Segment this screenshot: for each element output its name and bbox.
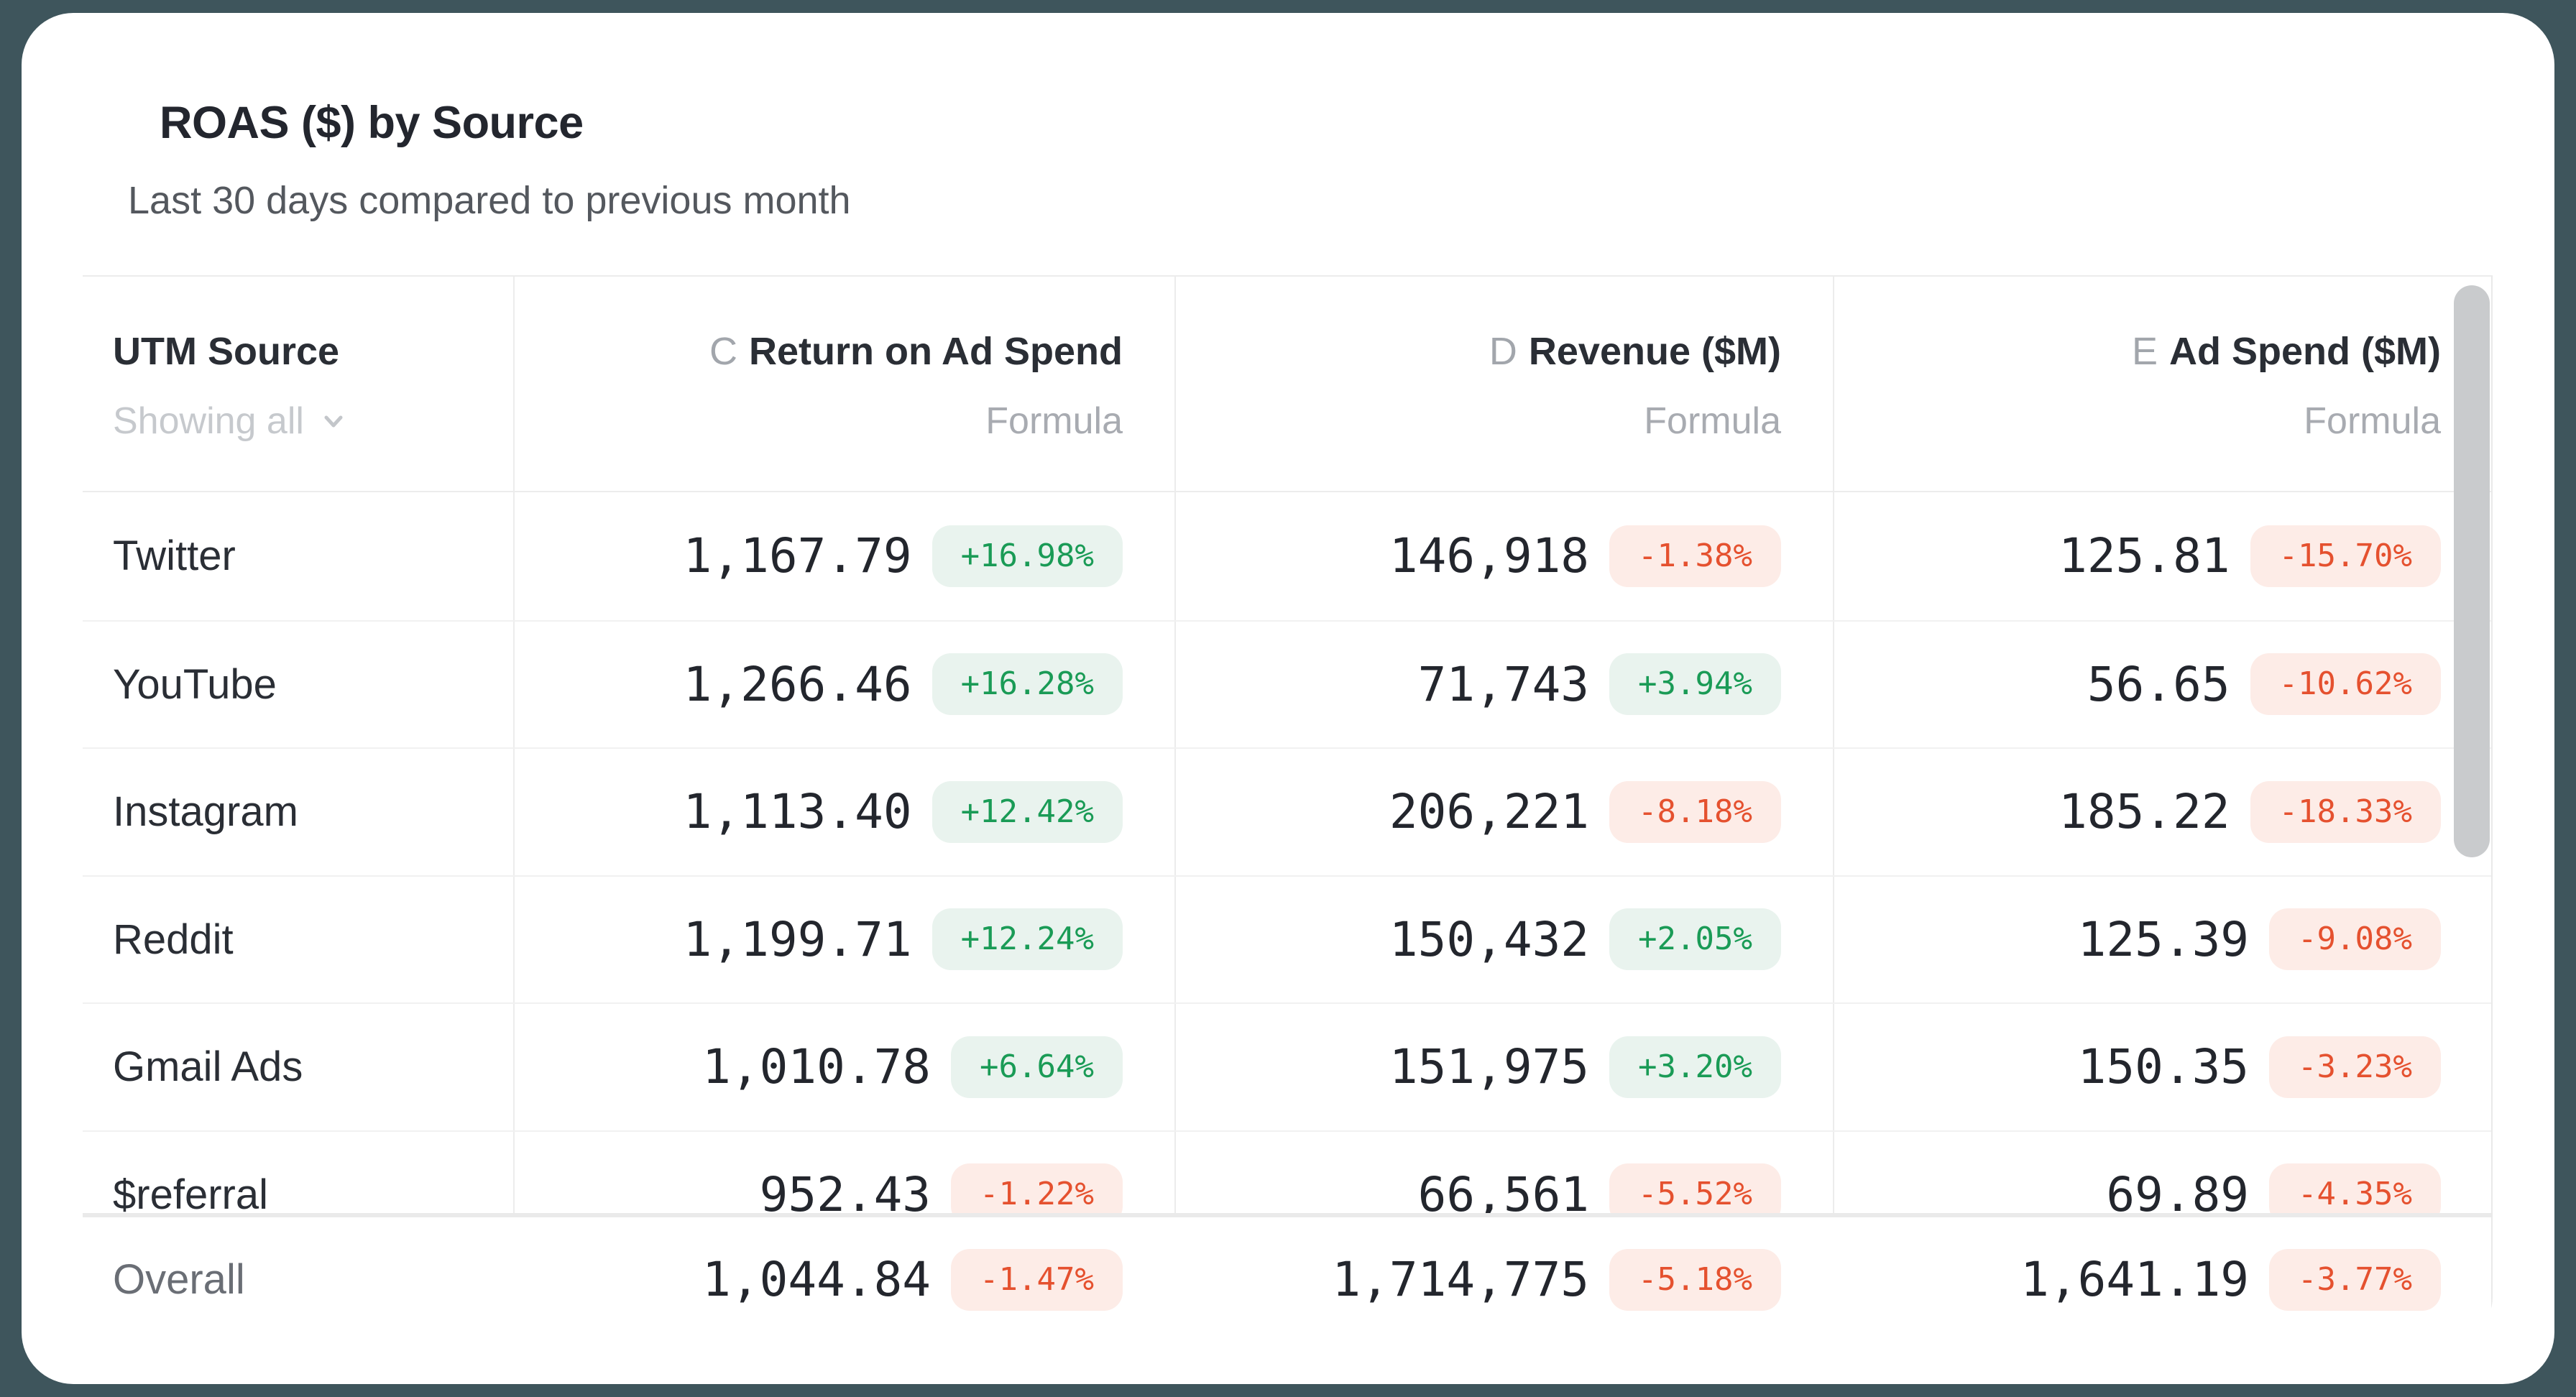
adspend-delta-badge: -18.33%: [2250, 780, 2441, 843]
revenue-delta-badge: -8.18%: [1609, 780, 1781, 843]
column-header-roas[interactable]: C Return on Ad Spend Formula: [513, 277, 1174, 491]
roas-value: 1,266.46: [683, 656, 912, 712]
row-source-label: Instagram: [113, 788, 298, 836]
row-source-label: Gmail Ads: [113, 1043, 303, 1091]
table-row: Gmail Ads 1,010.78 +6.64% 151,975 +3.20%…: [83, 1002, 2491, 1130]
adspend-value: 56.65: [2087, 656, 2230, 712]
roas-value: 952.43: [759, 1166, 932, 1213]
column-letter-d: D: [1489, 330, 1517, 373]
roas-value: 1,199.71: [683, 911, 912, 967]
row-source-label: Reddit: [113, 916, 234, 963]
adspend-value: 125.81: [2058, 528, 2230, 584]
revenue-delta-badge: +2.05%: [1609, 908, 1781, 971]
chevron-down-icon: [318, 406, 349, 436]
roas-delta-badge: -1.22%: [951, 1163, 1123, 1213]
overall-roas-value: 1,044.84: [702, 1252, 932, 1307]
column-header-revenue[interactable]: D Revenue ($M) Formula: [1174, 277, 1833, 491]
column-title-roas: Return on Ad Spend: [749, 330, 1123, 373]
table-row: YouTube 1,266.46 +16.28% 71,743 +3.94% 5…: [83, 619, 2491, 747]
roas-delta-badge: +16.28%: [932, 653, 1123, 716]
revenue-delta-badge: -1.38%: [1609, 525, 1781, 587]
card-title: ROAS ($) by Source: [160, 98, 584, 148]
column-title-adspend: Ad Spend ($M): [2169, 330, 2441, 373]
formula-label-adspend: Formula: [2304, 400, 2441, 442]
revenue-value: 150,432: [1389, 911, 1590, 967]
row-source-label: YouTube: [113, 660, 277, 708]
overall-label: Overall: [113, 1256, 245, 1303]
column-letter-e: E: [2131, 330, 2158, 373]
adspend-delta-badge: -15.70%: [2250, 525, 2441, 587]
adspend-delta-badge: -4.35%: [2269, 1163, 2441, 1213]
overall-roas-delta-badge: -1.47%: [951, 1248, 1123, 1311]
adspend-delta-badge: -3.23%: [2269, 1036, 2441, 1098]
overall-adspend-value: 1,641.19: [2020, 1252, 2250, 1307]
roas-delta-badge: +6.64%: [951, 1036, 1123, 1098]
table-row: Twitter 1,167.79 +16.98% 146,918 -1.38% …: [83, 492, 2491, 620]
roas-value: 1,167.79: [683, 528, 912, 584]
revenue-delta-badge: +3.94%: [1609, 653, 1781, 716]
column-title-revenue: Revenue ($M): [1528, 330, 1781, 373]
vertical-scrollbar-thumb[interactable]: [2454, 285, 2490, 857]
adspend-value: 150.35: [2077, 1039, 2250, 1095]
column-header-utm-source: UTM Source Showing all: [83, 277, 513, 491]
revenue-value: 151,975: [1389, 1039, 1590, 1095]
revenue-value: 206,221: [1389, 784, 1590, 840]
column-letter-c: C: [709, 330, 738, 373]
formula-label-revenue: Formula: [1644, 400, 1781, 442]
utm-source-label: UTM Source: [113, 330, 340, 373]
roas-delta-badge: +16.98%: [932, 525, 1123, 587]
overall-adspend-delta-badge: -3.77%: [2269, 1248, 2441, 1311]
column-header-adspend[interactable]: E Ad Spend ($M) Formula: [1833, 277, 2493, 491]
table-header-row: UTM Source Showing all C Return on Ad Spe…: [83, 277, 2491, 492]
overall-revenue-delta-badge: -5.18%: [1609, 1248, 1781, 1311]
adspend-delta-badge: -10.62%: [2250, 653, 2441, 716]
showing-all-dropdown[interactable]: Showing all: [113, 400, 513, 442]
table-row: $referral 952.43 -1.22% 66,561 -5.52% 69…: [83, 1130, 2491, 1213]
adspend-value: 125.39: [2077, 911, 2250, 967]
revenue-value: 66,561: [1417, 1166, 1590, 1213]
roas-card: ROAS ($) by Source Last 30 days compared…: [22, 13, 2554, 1384]
adspend-value: 69.89: [2106, 1166, 2250, 1213]
row-source-label: Twitter: [113, 532, 236, 580]
roas-delta-badge: +12.24%: [932, 908, 1123, 971]
revenue-value: 71,743: [1417, 656, 1590, 712]
overall-revenue-value: 1,714,775: [1332, 1252, 1590, 1307]
formula-label-roas: Formula: [985, 400, 1123, 442]
table-body: Twitter 1,167.79 +16.98% 146,918 -1.38% …: [83, 492, 2491, 1213]
revenue-value: 146,918: [1389, 528, 1590, 584]
card-header: ROAS ($) by Source Last 30 days compared…: [22, 13, 2554, 223]
table-footer-row: Overall 1,044.84 -1.47% 1,714,775 -5.18%…: [83, 1213, 2491, 1342]
adspend-delta-badge: -9.08%: [2269, 908, 2441, 971]
table-row: Reddit 1,199.71 +12.24% 150,432 +2.05% 1…: [83, 875, 2491, 1002]
showing-all-label: Showing all: [113, 400, 304, 442]
roas-value: 1,010.78: [702, 1039, 932, 1095]
row-source-label: $referral: [113, 1171, 268, 1213]
table-row: Instagram 1,113.40 +12.42% 206,221 -8.18…: [83, 747, 2491, 875]
revenue-delta-badge: -5.52%: [1609, 1163, 1781, 1213]
roas-delta-badge: +12.42%: [932, 780, 1123, 843]
card-subtitle: Last 30 days compared to previous month: [128, 179, 851, 222]
roas-table: UTM Source Showing all C Return on Ad Spe…: [83, 275, 2493, 1343]
roas-value: 1,113.40: [683, 784, 912, 840]
adspend-value: 185.22: [2058, 784, 2230, 840]
revenue-delta-badge: +3.20%: [1609, 1036, 1781, 1098]
